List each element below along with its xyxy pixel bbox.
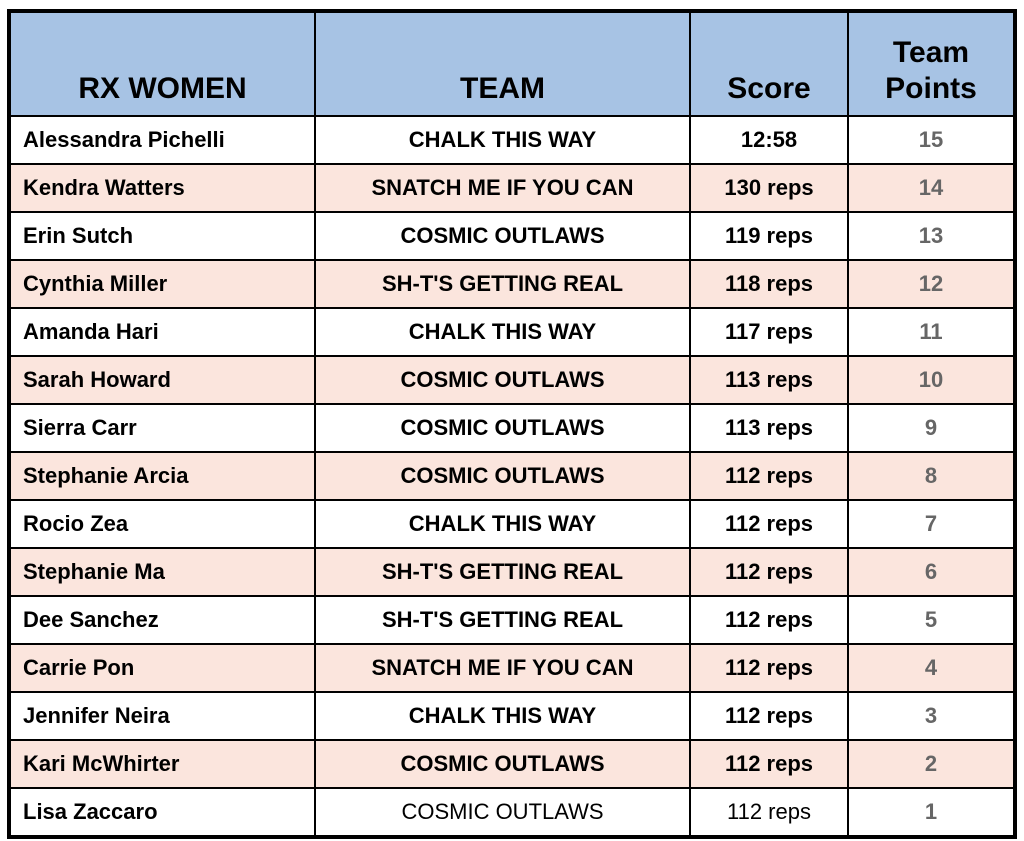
table-row: Carrie Pon SNATCH ME IF YOU CAN 112 reps 4 [8,643,1016,693]
score-cell: 112 reps [689,451,849,501]
points-cell: 8 [847,451,1016,501]
points-cell: 2 [847,739,1016,789]
team-cell: COSMIC OUTLAWS [314,739,691,789]
name-cell: Amanda Hari [8,307,316,357]
points-cell: 4 [847,643,1016,693]
table-row: Cynthia Miller SH-T'S GETTING REAL 118 rep… [8,259,1016,309]
score-cell: 112 reps [689,787,849,838]
points-cell: 14 [847,163,1016,213]
team-cell: CHALK THIS WAY [314,499,691,549]
score-cell: 119 reps [689,211,849,261]
table-row: Alessandra Pichelli CHALK THIS WAY 12:58 15 [8,115,1016,165]
table-row: Dee Sanchez SH-T'S GETTING REAL 112 reps 5 [8,595,1016,645]
table-row: Sarah Howard COSMIC OUTLAWS 113 reps 10 [8,355,1016,405]
header-points: Team Points [847,10,1016,117]
name-cell: Alessandra Pichelli [8,115,316,165]
points-cell: 10 [847,355,1016,405]
name-cell: Kendra Watters [8,163,316,213]
name-cell: Jennifer Neira [8,691,316,741]
name-cell: Stephanie Arcia [8,451,316,501]
table-row: Amanda Hari CHALK THIS WAY 117 reps 11 [8,307,1016,357]
name-cell: Lisa Zaccaro [8,787,316,838]
table-row: Sierra Carr COSMIC OUTLAWS 113 reps 9 [8,403,1016,453]
score-cell: 118 reps [689,259,849,309]
score-cell: 112 reps [689,643,849,693]
table-row: Lisa Zaccaro COSMIC OUTLAWS 112 reps 1 [8,787,1016,838]
points-cell: 12 [847,259,1016,309]
name-cell: Sarah Howard [8,355,316,405]
results-table: RX WOMEN TEAM Score Team Points Alessandr… [7,9,1017,839]
header-row: RX WOMEN TEAM Score Team Points [8,10,1016,117]
name-cell: Kari McWhirter [8,739,316,789]
team-cell: SH-T'S GETTING REAL [314,259,691,309]
table-row: Stephanie Ma SH-T'S GETTING REAL 112 reps 6 [8,547,1016,597]
points-cell: 6 [847,547,1016,597]
points-cell: 7 [847,499,1016,549]
name-cell: Carrie Pon [8,643,316,693]
team-cell: COSMIC OUTLAWS [314,355,691,405]
table-row: Rocio Zea CHALK THIS WAY 112 reps 7 [8,499,1016,549]
score-cell: 112 reps [689,547,849,597]
points-cell: 3 [847,691,1016,741]
name-cell: Rocio Zea [8,499,316,549]
header-points-line1: Team [892,36,970,69]
points-cell: 13 [847,211,1016,261]
table-row: Erin Sutch COSMIC OUTLAWS 119 reps 13 [8,211,1016,261]
name-cell: Stephanie Ma [8,547,316,597]
name-cell: Sierra Carr [8,403,316,453]
header-name: RX WOMEN [8,10,316,117]
score-cell: 12:58 [689,115,849,165]
header-points-line2: Points [885,72,977,105]
table-row: Kendra Watters SNATCH ME IF YOU CAN 130 re… [8,163,1016,213]
team-cell: COSMIC OUTLAWS [314,403,691,453]
table-row: Kari McWhirter COSMIC OUTLAWS 112 reps 2 [8,739,1016,789]
score-cell: 112 reps [689,691,849,741]
score-cell: 117 reps [689,307,849,357]
team-cell: COSMIC OUTLAWS [314,451,691,501]
points-cell: 5 [847,595,1016,645]
points-cell: 1 [847,787,1016,838]
header-team: TEAM [314,10,691,117]
name-cell: Cynthia Miller [8,259,316,309]
points-cell: 15 [847,115,1016,165]
header-score: Score [689,10,849,117]
points-cell: 11 [847,307,1016,357]
team-cell: SH-T'S GETTING REAL [314,547,691,597]
name-cell: Erin Sutch [8,211,316,261]
team-cell: SNATCH ME IF YOU CAN [314,163,691,213]
table-row: Stephanie Arcia COSMIC OUTLAWS 112 reps 8 [8,451,1016,501]
score-cell: 130 reps [689,163,849,213]
table-row: Jennifer Neira CHALK THIS WAY 112 reps 3 [8,691,1016,741]
team-cell: CHALK THIS WAY [314,691,691,741]
team-cell: CHALK THIS WAY [314,307,691,357]
team-cell: SH-T'S GETTING REAL [314,595,691,645]
team-cell: CHALK THIS WAY [314,115,691,165]
team-cell: COSMIC OUTLAWS [314,211,691,261]
team-cell: SNATCH ME IF YOU CAN [314,643,691,693]
name-cell: Dee Sanchez [8,595,316,645]
score-cell: 112 reps [689,499,849,549]
score-cell: 112 reps [689,595,849,645]
points-cell: 9 [847,403,1016,453]
score-cell: 112 reps [689,739,849,789]
score-cell: 113 reps [689,355,849,405]
score-cell: 113 reps [689,403,849,453]
team-cell: COSMIC OUTLAWS [314,787,691,838]
